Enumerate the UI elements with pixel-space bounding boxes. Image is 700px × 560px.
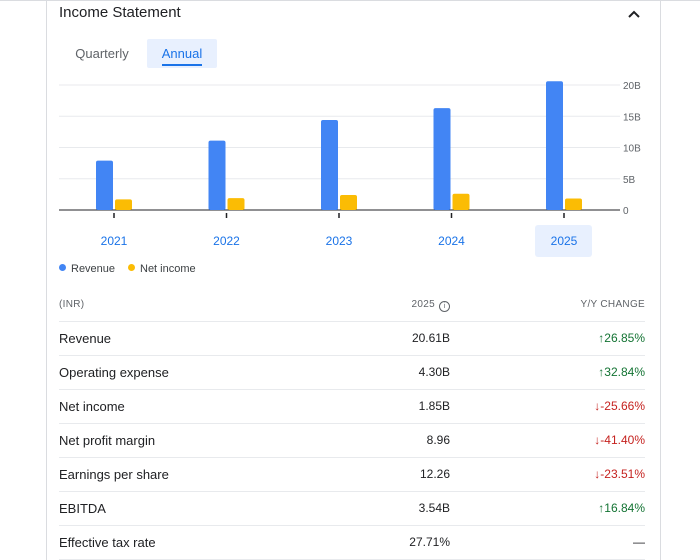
row-label: Earnings per share	[59, 467, 169, 482]
legend-net-income: Net income	[128, 263, 196, 275]
revenue-bar	[546, 81, 563, 210]
currency-header: (INR)	[59, 299, 85, 310]
row-value: 8.96	[426, 433, 450, 447]
table-row: Earnings per share 12.26 ↓-23.51%	[59, 458, 645, 492]
arrow-down-icon: ↓	[594, 399, 601, 413]
row-change-value: 32.84%	[604, 365, 645, 379]
revenue-bar	[433, 108, 451, 210]
row-value: 1.85B	[418, 399, 450, 413]
legend-revenue-dot	[59, 264, 66, 271]
table-row: Effective tax rate 27.71% —	[59, 526, 645, 560]
arrow-up-icon: ↑	[598, 501, 605, 515]
top-divider	[0, 0, 700, 1]
row-change: ↓-25.66%	[594, 399, 645, 413]
row-label: EBITDA	[59, 501, 106, 516]
tab-quarterly[interactable]: Quarterly	[75, 46, 129, 61]
section-title: Income Statement	[59, 4, 181, 21]
row-value: 20.61B	[411, 331, 450, 345]
y-tick-label: 0	[623, 206, 629, 217]
row-label: Net income	[59, 399, 125, 414]
row-change: ↓-23.51%	[594, 467, 645, 481]
row-label: Operating expense	[59, 365, 169, 380]
table-row: Net profit margin 8.96 ↓-41.40%	[59, 424, 645, 458]
tab-annual-label: Annual	[161, 46, 203, 61]
row-change-value: 26.85%	[604, 331, 645, 345]
change-header: Y/Y CHANGE	[580, 299, 645, 310]
x-tick-label: 2021	[101, 234, 128, 248]
legend-revenue-label: Revenue	[71, 263, 116, 275]
table-row: Revenue 20.61B ↑26.85%	[59, 322, 645, 356]
arrow-down-icon: ↓	[594, 467, 601, 481]
table-row: Net income 1.85B ↓-25.66%	[59, 390, 645, 424]
row-value: 12.26	[419, 467, 450, 481]
row-label: Net profit margin	[59, 433, 156, 448]
y-tick-label: 15B	[623, 112, 641, 123]
legend-revenue: Revenue	[59, 263, 115, 275]
table-row: EBITDA 3.54B ↑16.84%	[59, 492, 645, 526]
year-header: 2025 i	[412, 299, 450, 312]
financials-table: (INR) 2025 i Y/Y CHANGE Revenue 20.61B ↑26.…	[59, 287, 645, 560]
row-label: Revenue	[59, 331, 112, 346]
row-change-value: 16.84%	[604, 501, 645, 515]
y-tick-label: 5B	[623, 175, 636, 186]
income-statement-card	[46, 0, 661, 560]
table-row: Operating expense 4.30B ↑32.84%	[59, 356, 645, 390]
info-icon[interactable]: i	[439, 301, 450, 312]
revenue-bar	[96, 160, 113, 210]
x-tick-label: 2023	[326, 234, 353, 248]
collapse-button[interactable]	[623, 3, 645, 25]
row-change: ↓-41.40%	[594, 433, 645, 447]
arrow-up-icon: ↑	[598, 365, 605, 379]
tab-annual[interactable]: Annual	[147, 39, 217, 68]
net-income-bar	[115, 199, 132, 210]
revenue-net-income-chart: 0 5B 10B 15B 20B 2021 2022 2023 2024 2025	[59, 81, 641, 248]
row-change-value: -41.40%	[600, 433, 645, 447]
net-income-bar	[452, 193, 470, 210]
selected-year-highlight	[535, 225, 592, 257]
tab-selected-indicator	[162, 64, 202, 66]
row-value: 27.71%	[409, 535, 450, 549]
net-income-bar	[227, 198, 245, 210]
y-tick-label: 10B	[623, 144, 641, 155]
arrow-up-icon: ↑	[598, 331, 605, 345]
revenue-bar	[208, 140, 226, 210]
year-header-label: 2025	[411, 299, 435, 310]
row-change-value: -25.66%	[600, 399, 645, 413]
legend-net-income-dot	[128, 264, 135, 271]
revenue-bar	[321, 120, 338, 210]
row-change-value: —	[633, 535, 645, 549]
table-header: (INR) 2025 i Y/Y CHANGE	[59, 287, 645, 322]
net-income-bar	[565, 198, 582, 210]
row-change: ↑16.84%	[598, 501, 645, 515]
row-value: 4.30B	[418, 365, 450, 379]
row-change: —	[633, 535, 645, 549]
row-value: 3.54B	[418, 501, 450, 515]
row-label: Effective tax rate	[59, 535, 156, 550]
x-tick-label: 2024	[438, 234, 465, 248]
arrow-down-icon: ↓	[594, 433, 601, 447]
x-tick-label: 2025	[551, 234, 578, 248]
legend-net-income-label: Net income	[140, 263, 196, 275]
chevron-up-icon	[628, 10, 640, 18]
row-change-value: -23.51%	[600, 467, 645, 481]
row-change: ↑26.85%	[598, 331, 645, 345]
row-change: ↑32.84%	[598, 365, 645, 379]
y-tick-label: 20B	[623, 81, 641, 92]
x-tick-label: 2022	[213, 234, 240, 248]
net-income-bar	[340, 195, 357, 210]
